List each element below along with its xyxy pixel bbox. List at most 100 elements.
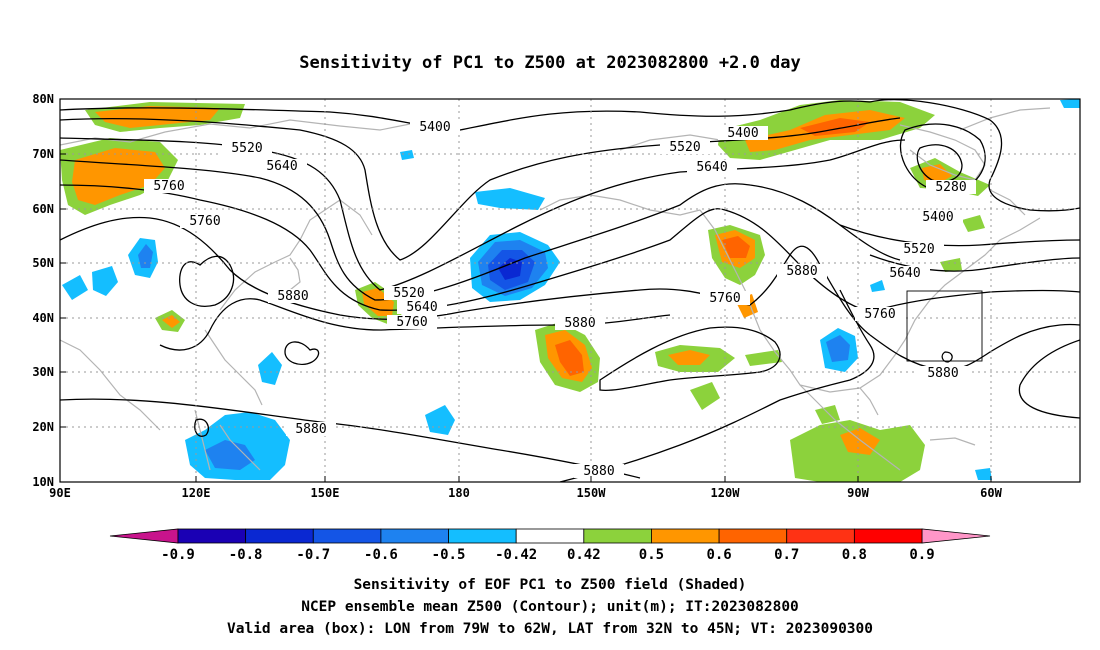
contour-label: 5880 [574, 464, 624, 479]
shade-negative [475, 188, 545, 210]
colorbar-label: -0.6 [364, 547, 398, 563]
colorbar-segment [786, 528, 855, 544]
svg-text:5760: 5760 [709, 291, 740, 306]
colorbar-label: -0.8 [229, 547, 263, 563]
shade-positive [690, 382, 720, 410]
map-title: Sensitivity of PC1 to Z500 at 2023082800… [299, 53, 801, 73]
lat-label: 80N [32, 92, 54, 106]
svg-text:5760: 5760 [153, 179, 184, 194]
graticule [60, 99, 1080, 482]
shade-positive [840, 428, 880, 455]
contour-label: 5760 [855, 307, 905, 322]
lat-label: 10N [32, 475, 54, 489]
contour-label: 5520 [894, 242, 944, 257]
map-panel: 5400 5520 5640 5760 5760 5880 5880 5520 … [60, 99, 1080, 482]
colorbar-segment [651, 528, 720, 544]
colorbar-segment [380, 528, 449, 544]
caption-line-1: Sensitivity of EOF PC1 to Z500 field (Sh… [354, 577, 747, 593]
lon-label: 120W [711, 486, 741, 500]
contour-label: 5760 [387, 315, 437, 330]
colorbar-high-end [921, 528, 991, 544]
lat-label: 20N [32, 420, 54, 434]
colorbar-segment [448, 528, 517, 544]
svg-text:5880: 5880 [277, 289, 308, 304]
lat-labels: 80N 70N 60N 50N 40N 30N 20N 10N [32, 92, 54, 489]
caption-line-2: NCEP ensemble mean Z500 (Contour); unit(… [301, 599, 799, 615]
colorbar-label: -0.5 [432, 547, 466, 563]
contour-label: 5520 [384, 286, 434, 301]
lon-label: 90W [847, 486, 869, 500]
svg-text:5520: 5520 [669, 140, 700, 155]
svg-text:5520: 5520 [231, 141, 262, 156]
colorbar-label: 0.5 [639, 547, 664, 563]
caption-line-3: Valid area (box): LON from 79W to 62W, L… [227, 621, 873, 637]
colorbar-label: 0.9 [909, 547, 934, 563]
svg-text:5880: 5880 [583, 464, 614, 479]
lat-label: 40N [32, 311, 54, 325]
svg-text:5280: 5280 [935, 180, 966, 195]
svg-text:5880: 5880 [786, 264, 817, 279]
svg-text:5640: 5640 [266, 159, 297, 174]
svg-text:5520: 5520 [903, 242, 934, 257]
axis-ticks [60, 98, 992, 482]
lon-label: 60W [980, 486, 1002, 500]
lat-label: 30N [32, 365, 54, 379]
shade-positive [95, 106, 220, 128]
shade-negative [138, 244, 153, 268]
shade-positive [555, 340, 584, 376]
shade-negative [1060, 99, 1080, 108]
colorbar-segment [718, 528, 788, 544]
svg-text:5760: 5760 [396, 315, 427, 330]
svg-text:5400: 5400 [922, 210, 953, 225]
shade-positive [722, 236, 750, 258]
contour-label: 5640 [687, 160, 737, 175]
shade-positive [962, 215, 985, 232]
map-frame [59, 98, 1081, 483]
svg-text:5760: 5760 [189, 214, 220, 229]
colorbar-segment [515, 528, 585, 544]
contour-label: 5760 [700, 291, 750, 306]
shade-positive [800, 118, 870, 136]
contour-label: 5880 [777, 264, 827, 279]
shade-negative [826, 335, 850, 362]
colorbar-label: -0.9 [161, 547, 195, 563]
shade-positive [668, 350, 710, 365]
lat-label: 60N [32, 202, 54, 216]
lat-label: 50N [32, 256, 54, 270]
shade-negative [400, 150, 414, 160]
colorbar-label: 0.7 [774, 547, 799, 563]
lon-label: 120E [182, 486, 211, 500]
colorbar-label: 0.6 [706, 547, 731, 563]
contour-label: 5880 [918, 366, 968, 381]
svg-text:5520: 5520 [393, 286, 424, 301]
colorbar-segment [583, 528, 652, 544]
shade-negative [205, 440, 255, 470]
shade-negative [92, 266, 118, 296]
svg-text:5880: 5880 [564, 316, 595, 331]
contour-label: 5400 [718, 126, 768, 141]
shade-positive [940, 258, 962, 272]
contour-label: 5640 [880, 266, 930, 281]
contour-label: 5880 [268, 289, 318, 304]
lon-label: 180 [448, 486, 470, 500]
lat-label: 70N [32, 147, 54, 161]
colorbar-label: -0.42 [495, 547, 537, 563]
shade-negative [258, 352, 282, 385]
coastlines [60, 107, 1051, 471]
contour-label: 5640 [257, 159, 307, 174]
lon-labels: 90E 120E 150E 180 150W 120W 90W 60W [49, 486, 1002, 500]
svg-text:5640: 5640 [696, 160, 727, 175]
colorbar-segment [312, 528, 382, 544]
contour-labels: 5400 5520 5640 5760 5760 5880 5880 5520 … [144, 120, 976, 479]
contour-label: 5880 [555, 316, 605, 331]
contour-label: 5400 [913, 210, 963, 225]
colorbar-label: 0.42 [567, 547, 601, 563]
svg-text:5400: 5400 [419, 120, 450, 135]
svg-text:5760: 5760 [864, 307, 895, 322]
valid-area-box [906, 290, 983, 362]
contour-label: 5880 [286, 422, 336, 437]
lon-label: 150W [577, 486, 607, 500]
contour-label: 5280 [926, 180, 976, 195]
contour-label: 5520 [222, 141, 272, 156]
